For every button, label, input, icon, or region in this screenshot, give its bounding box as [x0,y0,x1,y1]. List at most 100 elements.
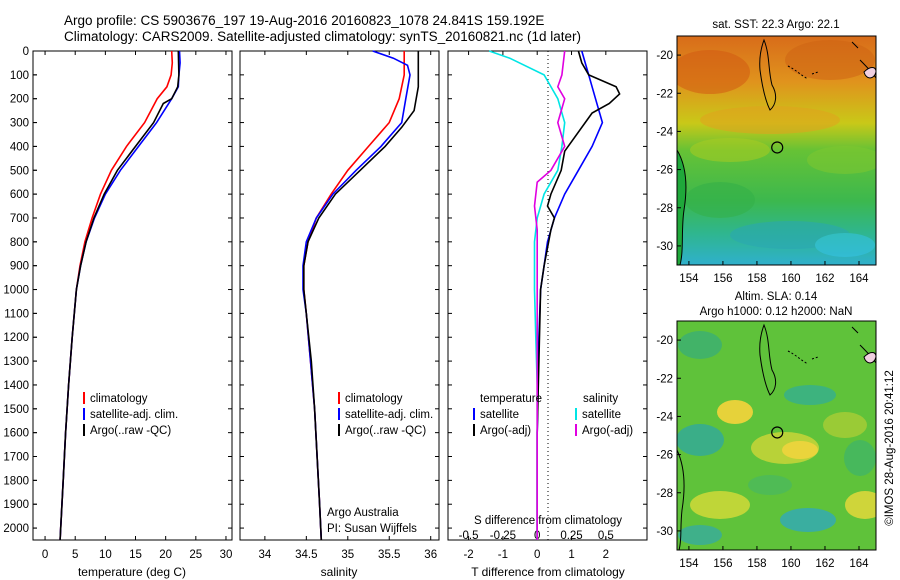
series-line-argo--adj- [536,50,621,540]
lon-tick-label: 162 [815,273,834,285]
sst-map: sat. SST: 22.3 Argo: 22.1 154 156 158 160 16… [656,19,877,285]
legend-label-argo: Argo(..raw -QC) [345,425,426,437]
x-tick-label: 34 [258,549,271,561]
lat-tick-label: -24 [656,411,673,423]
lat-tick-label: -28 [656,488,673,500]
x-tick-label: 20 [159,549,172,561]
t-difference-xlabel: T difference from climatology [471,565,625,579]
sla-map-title: Altim. SLA: 0.14 [735,291,818,303]
depth-tick-label: 1000 [3,285,29,297]
lon-tick-label: 164 [849,273,869,285]
pi-text: PI: Susan Wijffels [327,523,417,535]
sla-map: Altim. SLA: 0.14 Argo h1000: 0.12 h2000:… [656,291,877,570]
series-line-argo---raw--qc- [302,51,420,541]
sst-map-frame [676,35,877,266]
lat-tick-label: -30 [656,526,673,538]
lon-tick-label: 158 [747,558,766,570]
lon-tick-label: 156 [713,558,732,570]
x-tick-label: 5 [72,549,78,561]
x-tick-label: 1 [568,549,574,561]
lat-tick-label: -20 [656,50,673,62]
lon-tick-label: 160 [781,273,800,285]
difference-panel: -2 -1 0 1 2-0.5 -0.25 0 0.25 0.5 S difference fr… [447,50,648,579]
depth-tick-label: 1400 [3,380,29,392]
temperature-series [59,50,181,541]
sla-map-subtitle: Argo h1000: 0.12 h2000: NaN [700,306,853,318]
sla-map-axes: 154 156 158 160 162 164 -20 -22 -24 -26 -28 -30 [656,335,869,570]
temperature-xlabel: temperature (deg C) [78,565,186,579]
s-diff-tick-label: 0.5 [598,530,614,542]
legend-label-satellite: satellite-adj. clim. [90,409,178,421]
lon-tick-label: 160 [781,558,800,570]
depth-tick-label: 400 [10,141,29,153]
island-outline [759,323,777,396]
series-line-climatology [302,51,406,541]
lon-tick-label: 156 [713,273,732,285]
legend-label-climatology: climatology [90,393,148,405]
legend-header-salinity: salinity [583,393,618,405]
header-line-2: Climatology: CARS2009. Satellite-adjuste… [64,29,582,44]
depth-axis: 0 100 200 300 400 500 600 700 800 900 1000 1100 1200… [3,46,37,535]
depth-tick-label: 1300 [3,356,29,368]
lon-tick-label: 154 [679,558,699,570]
x-tick-label: 25 [189,549,202,561]
depth-tick-label: 1900 [3,499,29,511]
coastline [677,449,685,550]
island-outline [863,352,876,364]
argo-position-marker [771,426,784,439]
lat-tick-label: -22 [656,373,673,385]
series-line-satellite [488,50,566,540]
sst-map-title: sat. SST: 22.3 Argo: 22.1 [712,19,839,31]
depth-tick-label: 0 [23,46,29,58]
lon-tick-label: 158 [747,273,766,285]
x-tick-label: 36 [424,549,437,561]
lat-tick-label: -30 [656,241,673,253]
sst-map-axes: 154 156 158 160 162 164 -20 -22 -24 -26 -28 -30 [656,50,869,285]
temperature-panel: 0100200300400500600700800900100011001200… [3,46,233,579]
sla-anomaly-blobs [677,331,876,545]
credit-text: Argo Australia [327,507,399,519]
depth-tick-label: 1700 [3,452,29,464]
x-tick-label: -1 [498,549,508,561]
lat-tick-label: -24 [656,126,673,138]
depth-tick-label: 300 [10,118,29,130]
lon-tick-label: 162 [815,558,834,570]
x-tick-label: 34.5 [295,549,317,561]
x-tick-label: 35.5 [378,549,400,561]
legend-header-temperature: temperature [480,393,542,405]
lat-tick-label: -22 [656,88,673,100]
legend-label-t-satellite: satellite [480,409,519,421]
series-line-argo--adj- [533,50,566,540]
temperature-x-axis: 0 5 10 15 20 25 30 [33,50,232,561]
depth-tick-label: 600 [10,189,29,201]
depth-tick-label: 100 [10,70,29,82]
sla-map-frame [676,320,877,551]
lat-tick-label: -28 [656,203,673,215]
legend-label-s-argo: Argo(-adj) [582,425,633,437]
salinity-xlabel: salinity [321,565,358,579]
s-diff-tick-label: 0.25 [560,530,582,542]
x-tick-label: 15 [129,549,142,561]
legend-label-t-argo: Argo(-adj) [480,425,531,437]
s-difference-xlabel: S difference from climatology [474,515,622,527]
depth-tick-label: 200 [10,94,29,106]
depth-tick-label: 900 [10,261,29,273]
salinity-series [302,50,420,541]
legend-label-argo: Argo(..raw -QC) [90,425,171,437]
legend-label-s-satellite: satellite [582,409,621,421]
x-tick-label: 0 [42,549,48,561]
temperature-axes-frame [32,50,233,541]
lat-tick-label: -26 [656,165,673,177]
island-outline [759,38,777,111]
island-outline [863,67,876,79]
legend-label-satellite: satellite-adj. clim. [345,409,433,421]
s-diff-tick-label: -0.25 [490,530,516,542]
salinity-x-axis: 34 34.5 35 35.5 36 [240,50,439,561]
x-tick-label: 0 [534,549,540,561]
salinity-panel: 34 34.5 35 35.5 36 salinity climatology sate… [239,50,440,579]
difference-x-axis: -2 -1 0 1 2-0.5 -0.25 0 0.25 0.5 [448,50,647,561]
x-tick-label: 35 [341,549,354,561]
depth-tick-label: 1600 [3,428,29,440]
